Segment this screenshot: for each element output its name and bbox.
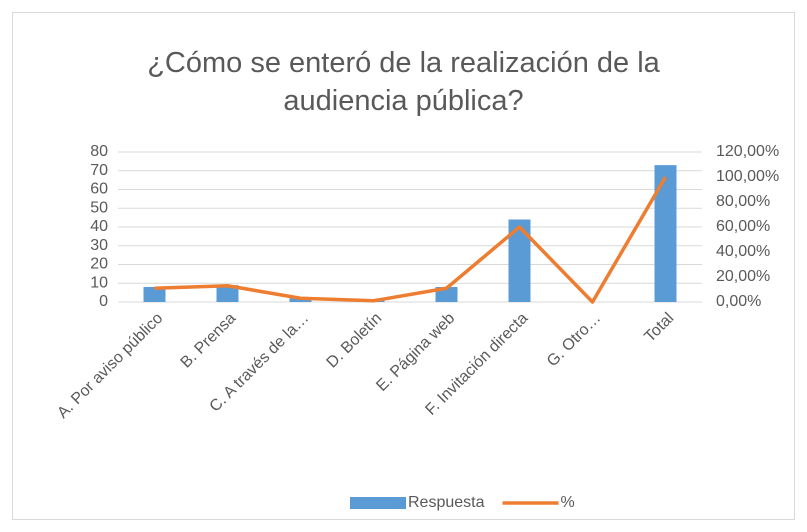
x-tick-label: A. Por aviso público bbox=[54, 310, 166, 422]
y-tick-label: 20 bbox=[90, 256, 108, 273]
bar bbox=[654, 165, 677, 302]
y-tick-label: 10 bbox=[90, 274, 108, 291]
y-tick-label: 80 bbox=[90, 143, 108, 160]
y2-tick-label: 60,00% bbox=[716, 218, 770, 235]
y2-tick-label: 80,00% bbox=[716, 193, 770, 210]
legend-label: Respuesta bbox=[408, 494, 485, 511]
x-tick-label: Total bbox=[641, 310, 677, 346]
x-tick-label: G. Otro… bbox=[544, 310, 604, 370]
bar bbox=[143, 287, 166, 302]
y-tick-label: 40 bbox=[90, 218, 108, 235]
legend-label: % bbox=[561, 494, 575, 511]
y-tick-label: 70 bbox=[90, 162, 108, 179]
x-tick-label: E. Página web bbox=[373, 310, 458, 395]
y-tick-label: 0 bbox=[99, 293, 108, 310]
y-tick-label: 30 bbox=[90, 237, 108, 254]
y2-tick-label: 0,00% bbox=[716, 293, 761, 310]
x-tick-label: B. Prensa bbox=[178, 310, 240, 372]
x-tick-label: D. Boletín bbox=[324, 310, 386, 372]
bar bbox=[216, 285, 239, 302]
chart-title: ¿Cómo se enteró de la realización de la … bbox=[147, 47, 660, 117]
y2-tick-label: 40,00% bbox=[716, 243, 770, 260]
bar bbox=[508, 219, 531, 302]
chart-border bbox=[12, 12, 795, 520]
legend-swatch bbox=[350, 497, 406, 509]
bar bbox=[289, 298, 312, 302]
y-tick-label: 60 bbox=[90, 181, 108, 198]
y2-tick-label: 20,00% bbox=[716, 268, 770, 285]
y2-tick-label: 120,00% bbox=[716, 143, 779, 160]
line-series bbox=[154, 176, 668, 304]
y2-tick-label: 100,00% bbox=[716, 168, 779, 185]
y-tick-label: 50 bbox=[90, 199, 108, 216]
